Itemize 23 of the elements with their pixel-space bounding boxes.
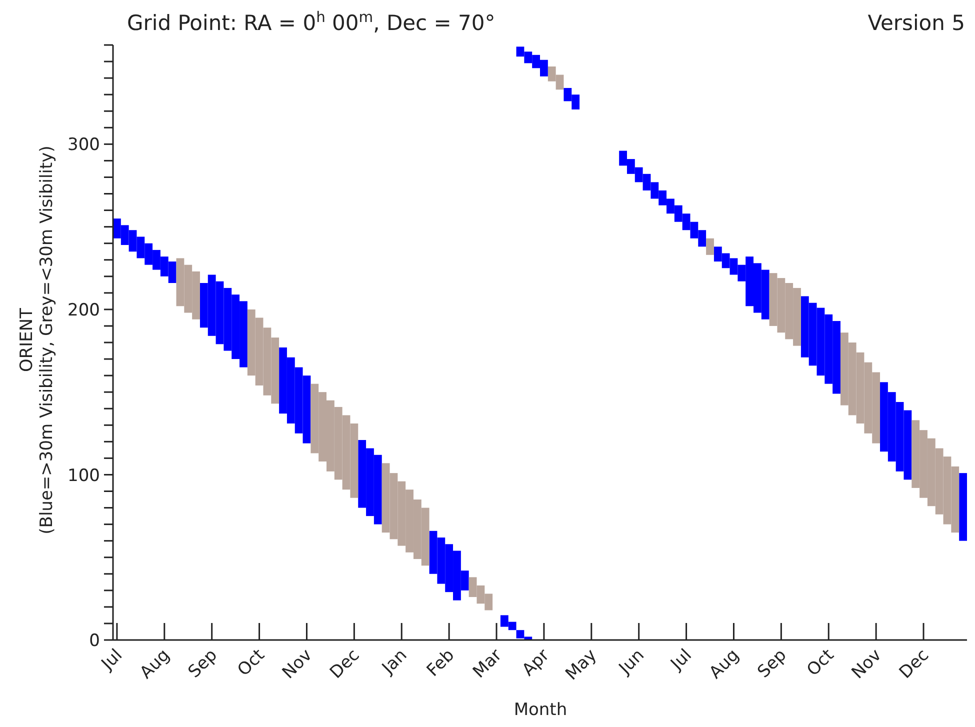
text: Version 5 — [868, 11, 965, 35]
x-tick-label: Oct — [234, 645, 270, 680]
x-tick-label: Oct — [803, 645, 838, 680]
x-tick-label: Dec — [326, 645, 364, 683]
x-tick-label: Feb — [423, 645, 459, 681]
x-tick-label: Sep — [754, 645, 791, 682]
y-tick-label: 200 — [68, 300, 100, 320]
y-tick-label: 0 — [89, 631, 100, 652]
x-tick-label: Sep — [184, 645, 222, 682]
y-axis-title: ORIENT (Blue=>30m Visibility, Grey=<30m Visibility) — [17, 146, 57, 534]
x-tick-label: Jul — [97, 645, 126, 675]
chart-title: Grid Point: RA = 0$^{h}$ 00$^{m}$, Dec = 70° — [127, 8, 496, 35]
y-tick-label: 100 — [68, 466, 100, 486]
bar — [959, 473, 967, 541]
x-axis-title: Month — [512, 700, 568, 720]
y-tick-label: 300 — [68, 135, 100, 156]
x-tick-label: Dec — [896, 645, 934, 683]
bar — [706, 238, 714, 255]
x-tick-label: Jun — [614, 645, 648, 680]
x-tick-label: Apr — [518, 645, 554, 680]
x-tick-label: Jul — [666, 645, 696, 675]
x-tick-label: Mar — [469, 645, 506, 682]
x-tick-label: Jan — [378, 645, 412, 679]
